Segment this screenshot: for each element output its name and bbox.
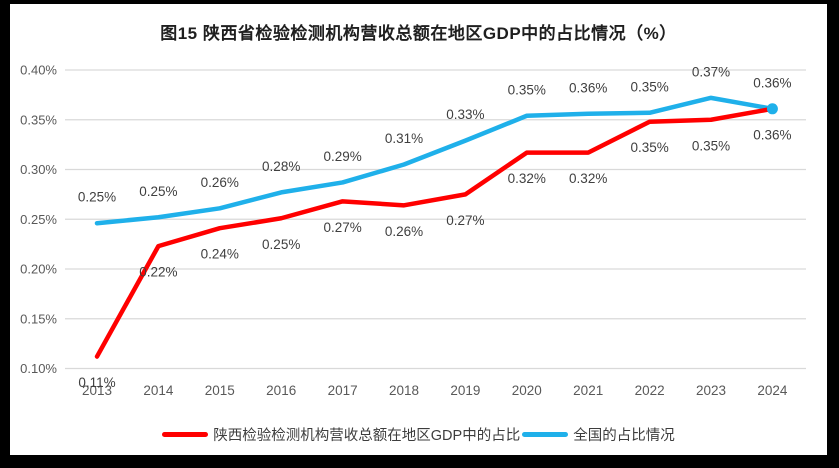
y-axis-tick-label: 0.30% bbox=[20, 162, 57, 177]
data-label: 0.36% bbox=[569, 80, 607, 95]
x-axis-tick-label: 2019 bbox=[450, 383, 480, 398]
series-line bbox=[94, 95, 775, 226]
x-axis-tick-label: 2013 bbox=[82, 383, 112, 398]
data-label: 0.33% bbox=[446, 107, 484, 122]
data-label: 0.27% bbox=[323, 220, 361, 235]
data-label: 0.27% bbox=[446, 213, 484, 228]
data-label: 0.25% bbox=[262, 237, 300, 252]
data-label: 0.32% bbox=[508, 171, 546, 186]
y-axis-tick-label: 0.25% bbox=[20, 212, 57, 227]
data-label: 0.35% bbox=[508, 82, 546, 97]
series-line bbox=[94, 106, 775, 359]
data-label: 0.26% bbox=[385, 224, 423, 239]
legend-label-national: 全国的占比情况 bbox=[573, 427, 675, 444]
data-label: 0.22% bbox=[139, 265, 177, 280]
data-label: 0.25% bbox=[78, 190, 116, 205]
data-label: 0.26% bbox=[201, 175, 239, 190]
data-label: 0.36% bbox=[753, 75, 791, 90]
y-axis-tick-label: 0.10% bbox=[20, 361, 57, 376]
data-label: 0.36% bbox=[753, 127, 791, 142]
x-axis-tick-label: 2014 bbox=[143, 383, 174, 398]
data-label: 0.24% bbox=[201, 247, 239, 262]
series-end-marker bbox=[766, 103, 778, 115]
legend-label-shaanxi: 陕西检验检测机构营收总额在地区GDP中的占比 bbox=[213, 427, 521, 444]
x-axis-tick-label: 2017 bbox=[328, 383, 358, 398]
data-label: 0.11% bbox=[78, 375, 115, 390]
data-label: 0.35% bbox=[692, 138, 730, 153]
chart-title: 图15 陕西省检验检测机构营收总额在地区GDP中的占比情况（%） bbox=[160, 24, 677, 43]
legend-item-shaanxi: 陕西检验检测机构营收总额在地区GDP中的占比 bbox=[162, 424, 520, 445]
data-label: 0.37% bbox=[692, 64, 730, 79]
data-label: 0.35% bbox=[630, 79, 668, 94]
data-label: 0.32% bbox=[569, 171, 607, 186]
x-axis-tick-label: 2020 bbox=[512, 383, 542, 398]
y-axis-tick-label: 0.40% bbox=[20, 63, 57, 78]
x-axis-tick-label: 2016 bbox=[266, 383, 296, 398]
x-axis-tick-label: 2015 bbox=[205, 383, 235, 398]
data-label: 0.25% bbox=[139, 184, 177, 199]
y-axis-tick-label: 0.15% bbox=[20, 311, 57, 326]
y-axis-tick-label: 0.35% bbox=[20, 112, 57, 127]
chart-legend: 陕西检验检测机构营收总额在地区GDP中的占比 全国的占比情况 bbox=[10, 424, 827, 444]
x-axis-tick-label: 2024 bbox=[757, 383, 788, 398]
legend-item-national: 全国的占比情况 bbox=[522, 424, 675, 445]
data-label: 0.35% bbox=[630, 140, 668, 155]
y-axis-tick-label: 0.20% bbox=[20, 262, 57, 277]
data-label: 0.29% bbox=[323, 149, 361, 164]
chart-panel bbox=[10, 4, 827, 455]
x-axis-tick-label: 2021 bbox=[573, 383, 603, 398]
legend-swatch-blue-line bbox=[522, 431, 569, 437]
data-label: 0.28% bbox=[262, 159, 300, 174]
x-axis-tick-label: 2023 bbox=[696, 383, 726, 398]
legend-swatch-red-line bbox=[162, 431, 209, 437]
data-label: 0.31% bbox=[385, 131, 423, 146]
x-axis-tick-label: 2022 bbox=[635, 383, 665, 398]
x-axis-tick-label: 2018 bbox=[389, 383, 419, 398]
